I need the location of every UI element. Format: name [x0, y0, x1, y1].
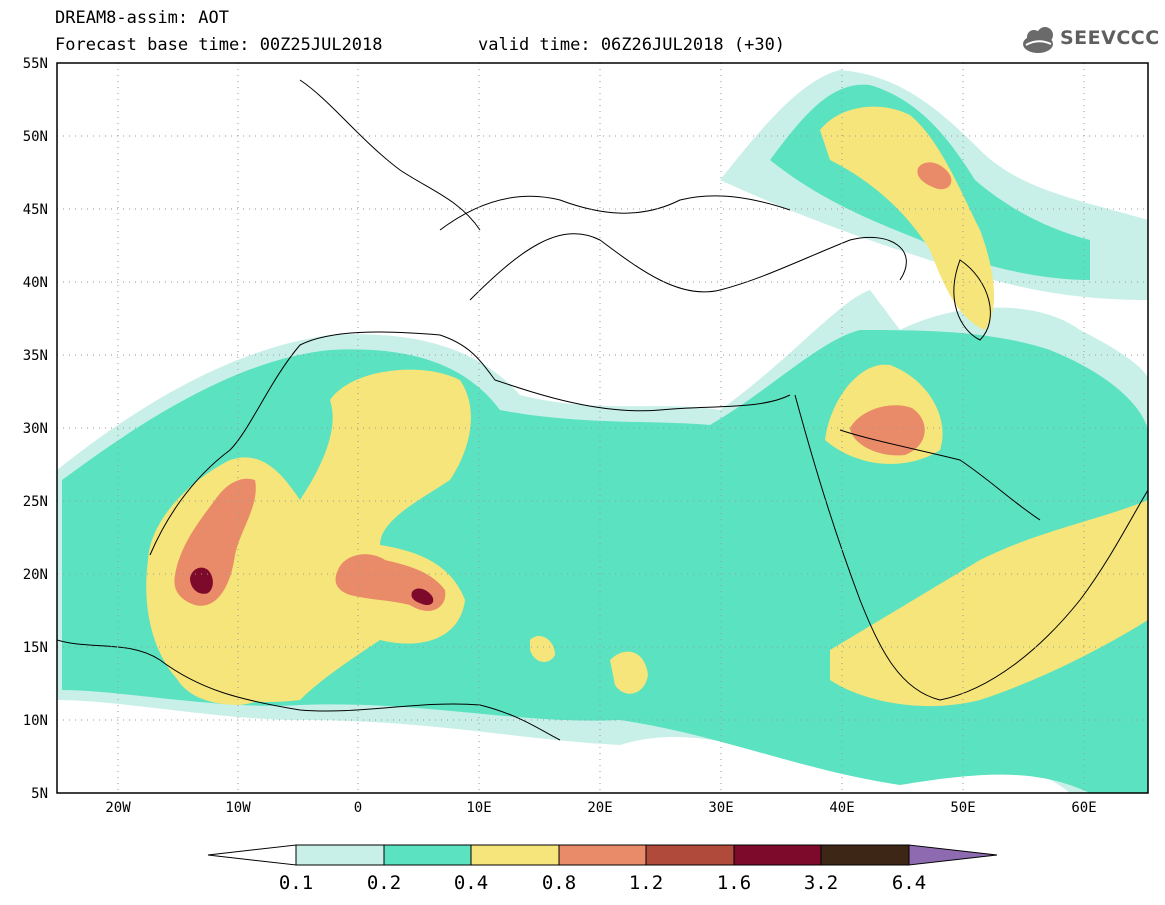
- lon-label: 60E: [1071, 800, 1096, 816]
- map-title: DREAM8-assim: AOT: [55, 8, 229, 28]
- colorbar-swatch: [820, 844, 910, 866]
- colorbar-swatch: [645, 844, 735, 866]
- colorbar: [207, 844, 998, 866]
- aot-field-0.4-arabia: [830, 500, 1148, 707]
- lon-labels: 20W 10W 0 10E 20E 30E 40E 50E 60E: [105, 800, 1096, 816]
- lon-label: 30E: [708, 800, 733, 816]
- lon-label: 10W: [225, 800, 251, 816]
- lat-label: 40N: [23, 275, 48, 291]
- lat-label: 5N: [31, 786, 48, 802]
- lon-label: 10E: [466, 800, 491, 816]
- lon-label: 50E: [950, 800, 975, 816]
- aot-field-0.8-caspian: [917, 162, 952, 190]
- cloud-icon: [1023, 27, 1053, 53]
- aot-field-0.4-sudan: [610, 651, 648, 694]
- lat-label: 30N: [23, 421, 48, 437]
- lat-label: 35N: [23, 348, 48, 364]
- forecast-base-time: Forecast base time: 00Z25JUL2018: [55, 35, 383, 55]
- lat-label: 50N: [23, 129, 48, 145]
- colorbar-swatch: [558, 844, 647, 866]
- lat-label: 10N: [23, 713, 48, 729]
- colorbar-lower-arrow: [207, 844, 297, 866]
- lat-label: 25N: [23, 494, 48, 510]
- aot-field-0.4-chad: [530, 635, 555, 662]
- aot-field-0.8-iraq: [850, 405, 925, 456]
- lat-label: 20N: [23, 567, 48, 583]
- lon-label: 20E: [587, 800, 612, 816]
- lat-labels: 55N 50N 45N 40N 35N 30N 25N 20N 15N 10N …: [23, 56, 48, 802]
- lon-label: 40E: [829, 800, 854, 816]
- coastlines: [57, 79, 1148, 741]
- aot-field-1.6-central: [411, 588, 434, 606]
- lon-label: 0: [354, 800, 362, 816]
- valid-time: valid time: 06Z26JUL2018 (+30): [478, 35, 786, 55]
- colorbar-swatch: [470, 844, 560, 866]
- lat-label: 15N: [23, 640, 48, 656]
- colorbar-swatch: [295, 844, 385, 866]
- lat-label: 45N: [23, 202, 48, 218]
- colorbar-swatch: [383, 844, 472, 866]
- aot-field-0.4-sahara: [146, 369, 471, 702]
- aot-field-0.4-sahel: [170, 643, 288, 705]
- lon-label: 20W: [105, 800, 131, 816]
- aot-fields: [57, 70, 1148, 793]
- colorbar-upper-arrow: [908, 844, 998, 866]
- map-frame: [56, 62, 1149, 794]
- aot-field-0.4-caspian: [820, 106, 995, 330]
- lat-label: 55N: [23, 56, 48, 72]
- logo-text: SEEVCCC: [1060, 27, 1160, 49]
- colorbar-swatch: [733, 844, 822, 866]
